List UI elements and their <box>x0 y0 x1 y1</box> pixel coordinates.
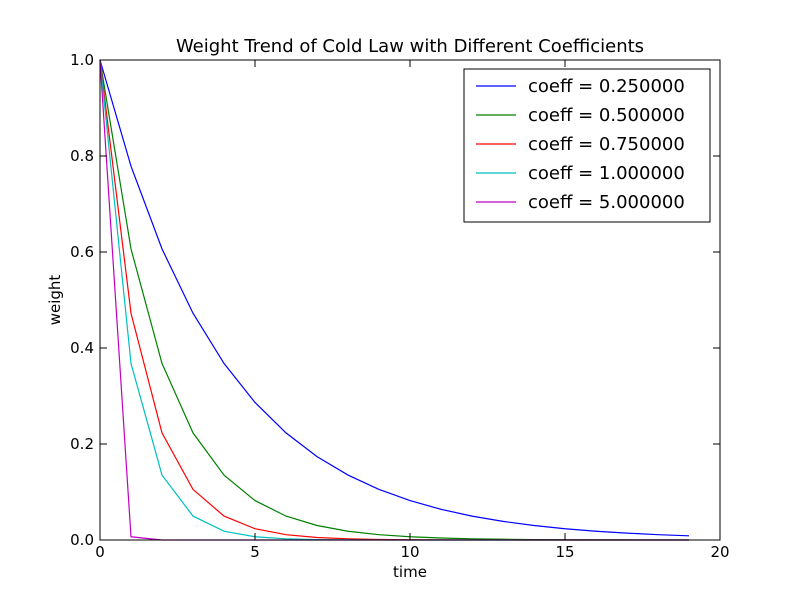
legend-box <box>463 68 711 223</box>
x-axis-label: time <box>393 563 427 581</box>
y-tick-label: 0.4 <box>70 339 94 357</box>
y-axis-label: weight <box>46 275 64 326</box>
y-tick-label: 0.0 <box>70 531 94 549</box>
legend: coeff = 0.250000 coeff = 0.500000 coeff = … <box>463 68 711 223</box>
x-tick-label: 20 <box>710 543 729 561</box>
x-tick-label: 5 <box>250 543 260 561</box>
x-tick-label: 15 <box>555 543 574 561</box>
series-line-0 <box>99 59 690 537</box>
legend-label-1: coeff = 0.500000 <box>528 105 685 126</box>
y-tick-label: 1.0 <box>70 51 94 69</box>
x-tick-label: 10 <box>400 543 419 561</box>
tick-layer: 0 5 10 15 20 0.0 0.2 0.4 0.6 0.8 1.0 <box>70 51 729 561</box>
y-tick-label: 0.8 <box>70 147 94 165</box>
chart-title: Weight Trend of Cold Law with Different … <box>176 36 644 57</box>
y-tick-label: 0.6 <box>70 243 94 261</box>
legend-label-4: coeff = 5.000000 <box>528 192 685 213</box>
x-tick-label: 0 <box>95 543 105 561</box>
legend-label-2: coeff = 0.750000 <box>528 134 685 155</box>
y-tick-label: 0.2 <box>70 435 94 453</box>
legend-label-3: coeff = 1.000000 <box>528 163 685 184</box>
legend-label-0: coeff = 0.250000 <box>528 76 685 97</box>
